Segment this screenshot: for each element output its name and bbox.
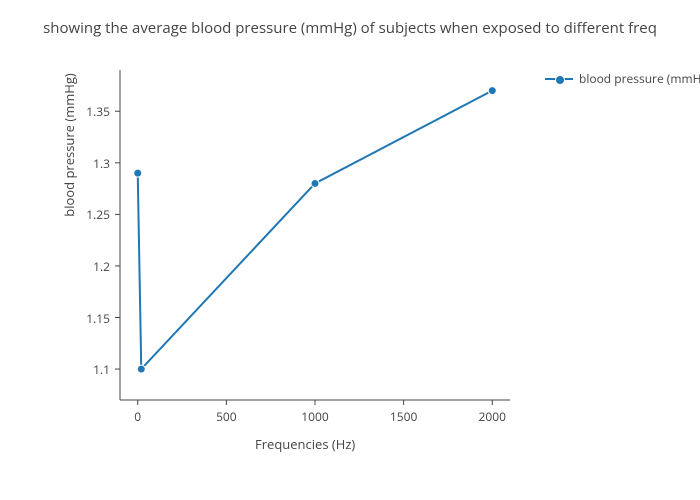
data-point[interactable] xyxy=(134,169,142,177)
y-tick-label: 1.3 xyxy=(65,155,110,172)
series-line xyxy=(138,91,493,369)
x-tick-label: 0 xyxy=(108,408,168,425)
x-axis-title: Frequencies (Hz) xyxy=(255,435,355,453)
legend-line xyxy=(545,78,573,80)
data-point[interactable] xyxy=(488,87,496,95)
y-tick-label: 1.25 xyxy=(65,206,110,223)
x-tick-label: 1000 xyxy=(285,408,345,425)
legend-label: blood pressure (mmHg) xyxy=(579,70,700,87)
data-point[interactable] xyxy=(311,179,319,187)
legend: blood pressure (mmHg) xyxy=(545,70,700,87)
y-tick-label: 1.15 xyxy=(65,310,110,327)
data-point[interactable] xyxy=(137,365,145,373)
y-tick-label: 1.35 xyxy=(65,103,110,120)
x-tick-label: 500 xyxy=(196,408,256,425)
y-tick-label: 1.1 xyxy=(65,361,110,378)
y-tick-label: 1.2 xyxy=(65,258,110,275)
x-tick-label: 1500 xyxy=(374,408,434,425)
x-tick-label: 2000 xyxy=(462,408,522,425)
legend-marker-icon xyxy=(555,75,565,85)
